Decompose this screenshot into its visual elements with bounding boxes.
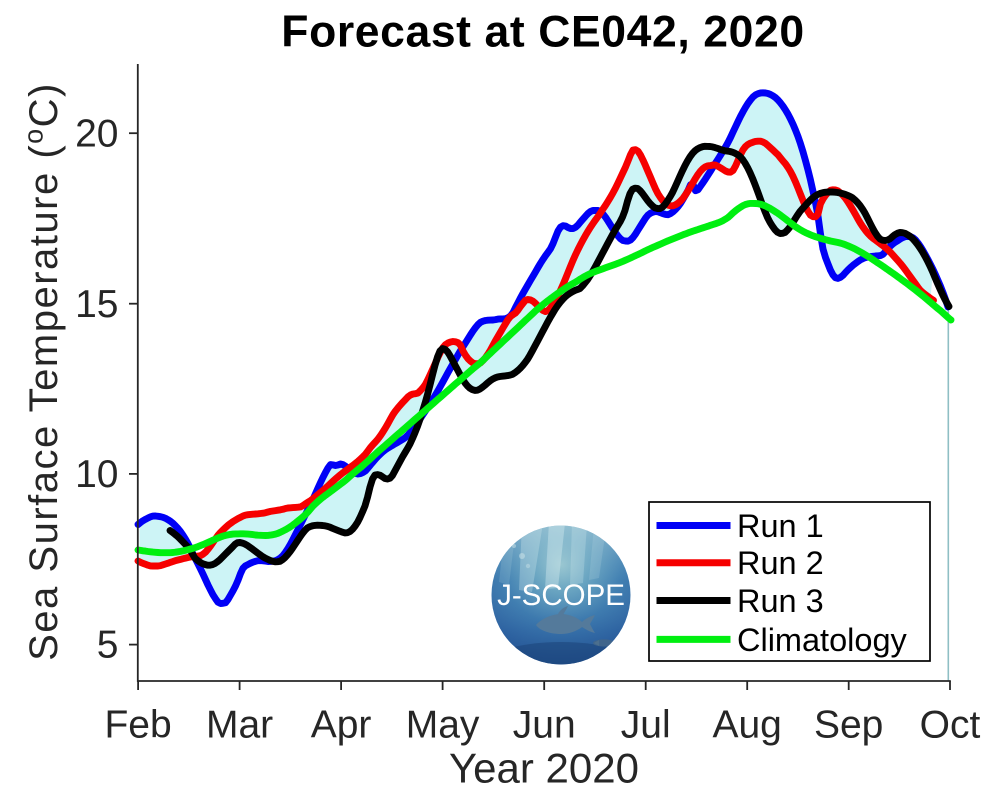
svg-text:Forecast at CE042, 2020: Forecast at CE042, 2020 [281,8,804,57]
svg-text:Climatology: Climatology [737,622,908,658]
svg-text:Aug: Aug [712,704,781,747]
svg-text:15: 15 [75,283,118,326]
svg-text:J-SCOPE: J-SCOPE [497,579,625,612]
svg-text:Run 1: Run 1 [737,508,824,544]
svg-text:Sep: Sep [814,704,883,747]
svg-text:Jun: Jun [513,704,576,747]
svg-text:20: 20 [75,112,118,155]
svg-text:Apr: Apr [311,704,372,747]
svg-text:Run 3: Run 3 [737,583,824,619]
svg-text:Run 2: Run 2 [737,545,824,581]
svg-text:Feb: Feb [104,704,171,747]
svg-text:5: 5 [97,624,119,667]
svg-text:Sea Surface Temperature (oC): Sea Surface Temperature (oC) [19,82,67,661]
svg-text:Year 2020: Year 2020 [449,745,639,792]
svg-text:Oct: Oct [920,704,981,747]
svg-text:Mar: Mar [206,704,273,747]
svg-text:Jul: Jul [621,704,671,747]
svg-text:10: 10 [75,453,118,496]
svg-text:May: May [406,704,480,747]
